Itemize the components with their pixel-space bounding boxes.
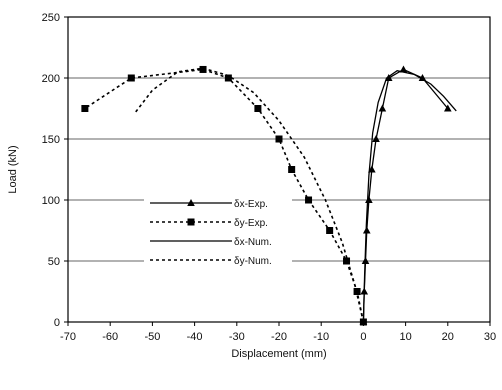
series-line bbox=[362, 69, 457, 323]
x-tick-label: -10 bbox=[313, 331, 329, 343]
legend-item: δy-Exp. bbox=[150, 218, 268, 229]
square-marker bbox=[305, 196, 313, 204]
triangle-marker bbox=[418, 74, 427, 81]
square-marker bbox=[187, 218, 195, 226]
x-tick-label: -60 bbox=[102, 331, 118, 343]
y-tick-label: 150 bbox=[42, 134, 60, 146]
legend-item: δx-Num. bbox=[150, 237, 272, 248]
plot-area-frame bbox=[67, 16, 491, 323]
triangle-marker bbox=[378, 104, 387, 112]
series-line bbox=[362, 68, 449, 323]
x-tick-label: 10 bbox=[399, 331, 411, 343]
triangle-marker bbox=[372, 135, 380, 142]
y-axis-label: Load (kN) bbox=[7, 145, 19, 193]
legend-item: δx-Exp. bbox=[150, 199, 268, 210]
x-tick-label: -70 bbox=[60, 331, 76, 343]
axis-ticks: -70 -60 -50 -40 -30 -20 -10 0 10 20 30 0 50 100 150 200… bbox=[42, 12, 496, 343]
square-marker bbox=[81, 105, 89, 112]
square-marker bbox=[127, 74, 135, 82]
square-marker bbox=[254, 105, 262, 112]
square-marker bbox=[343, 257, 351, 265]
legend-label: δy-Exp. bbox=[234, 218, 268, 229]
square-marker bbox=[288, 166, 296, 173]
y-tick-label: 50 bbox=[48, 256, 60, 268]
x-axis-label: Displacement (mm) bbox=[231, 348, 326, 360]
series-x-exp bbox=[359, 65, 452, 325]
legend-label: δx-Num. bbox=[234, 237, 272, 248]
legend-box bbox=[144, 193, 292, 272]
legend-label: δy-Num. bbox=[234, 256, 272, 267]
y-tick-label: 100 bbox=[42, 195, 60, 207]
legend-label: δx-Exp. bbox=[234, 199, 268, 210]
series-line bbox=[134, 67, 365, 323]
square-marker bbox=[199, 65, 207, 73]
triangle-marker bbox=[399, 65, 408, 73]
series-line bbox=[84, 68, 365, 323]
y-tick-label: 0 bbox=[54, 317, 60, 329]
triangle-marker bbox=[365, 196, 373, 203]
x-tick-label: 20 bbox=[442, 331, 454, 343]
x-tick-label: 0 bbox=[360, 331, 366, 343]
x-tick-label: -20 bbox=[271, 331, 287, 343]
series-group bbox=[81, 65, 457, 326]
y-tick-label: 250 bbox=[42, 12, 60, 24]
series-y-num bbox=[134, 67, 365, 323]
triangle-marker bbox=[187, 199, 195, 206]
triangle-marker bbox=[444, 104, 452, 112]
legend: δx-Exp. δy-Exp. δx-Num. δy-Num. bbox=[144, 193, 292, 272]
series-x-num bbox=[362, 69, 457, 323]
square-marker bbox=[275, 135, 283, 143]
x-tick-label: -40 bbox=[187, 331, 203, 343]
square-marker bbox=[326, 227, 334, 234]
square-marker bbox=[224, 74, 232, 82]
x-tick-label: -50 bbox=[144, 331, 160, 343]
y-tick-label: 200 bbox=[42, 73, 60, 85]
legend-item: δy-Num. bbox=[150, 256, 272, 267]
x-tick-label: 30 bbox=[484, 331, 496, 343]
x-tick-label: -30 bbox=[229, 331, 245, 343]
